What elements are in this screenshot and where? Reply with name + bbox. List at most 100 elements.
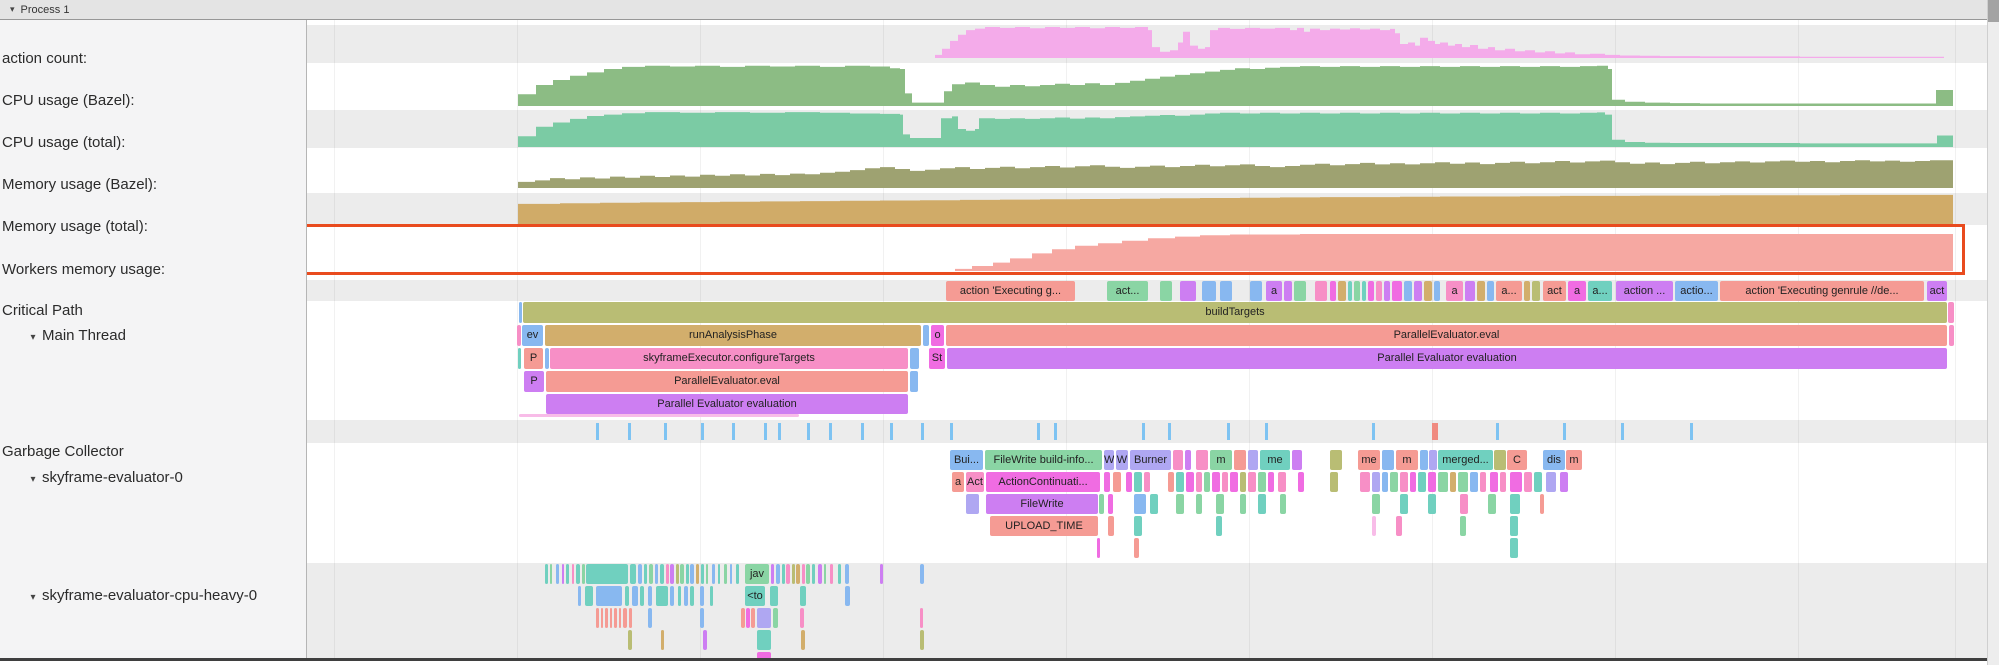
skyframe-evaluator-cpu-heavy-0-slice[interactable]	[782, 564, 785, 584]
skyframe-evaluator-0-slice[interactable]	[1240, 472, 1246, 492]
skyframe-evaluator-cpu-heavy-0-slice[interactable]	[746, 608, 750, 628]
main-thread-slice[interactable]: buildTargets	[523, 302, 1947, 323]
skyframe-evaluator-cpu-heavy-0-slice[interactable]	[550, 564, 552, 584]
skyframe-evaluator-cpu-heavy-0-slice[interactable]	[666, 564, 669, 584]
critical-path-slice[interactable]	[1487, 281, 1494, 301]
skyframe-evaluator-0-slice[interactable]	[1134, 516, 1142, 536]
skyframe-evaluator-cpu-heavy-0-slice[interactable]	[690, 564, 694, 584]
skyframe-evaluator-cpu-heavy-0-slice[interactable]	[576, 564, 580, 584]
skyframe-evaluator-cpu-heavy-0-slice[interactable]	[818, 564, 822, 584]
main-thread-slice[interactable]: P	[524, 371, 544, 392]
skyframe-evaluator-0-slice[interactable]	[1410, 472, 1416, 492]
critical-path-slice[interactable]	[1368, 281, 1374, 301]
skyframe-evaluator-0-slice[interactable]	[1222, 472, 1228, 492]
main-thread-slice[interactable]: ev	[522, 325, 543, 346]
skyframe-evaluator-0-slice[interactable]	[1099, 494, 1104, 514]
skyframe-evaluator-0-slice[interactable]	[1113, 472, 1121, 492]
main-thread-slice[interactable]	[910, 348, 919, 369]
skyframe-evaluator-0-slice[interactable]: me	[1260, 450, 1290, 470]
skyframe-evaluator-cpu-heavy-0-slice[interactable]	[632, 586, 638, 606]
main-thread-slice[interactable]: o	[931, 325, 944, 346]
skyframe-evaluator-0-slice[interactable]	[1458, 472, 1468, 492]
skyframe-evaluator-0-slice[interactable]: FileWrite	[986, 494, 1098, 514]
critical-path-slice[interactable]	[1348, 281, 1352, 301]
skyframe-evaluator-cpu-heavy-0-slice[interactable]	[585, 586, 593, 606]
critical-path-slice[interactable]	[1392, 281, 1402, 301]
main-thread-slice[interactable]: P	[524, 348, 543, 369]
skyframe-evaluator-0-slice[interactable]	[1196, 472, 1202, 492]
skyframe-evaluator-cpu-heavy-0-slice[interactable]	[670, 564, 674, 584]
critical-path-slice[interactable]	[1250, 281, 1262, 301]
skyframe-evaluator-0-slice[interactable]: me	[1358, 450, 1380, 470]
gc-tick[interactable]	[861, 423, 864, 440]
skyframe-evaluator-0-slice[interactable]	[1510, 494, 1520, 514]
gc-tick[interactable]	[921, 423, 924, 440]
gc-tick[interactable]	[596, 423, 599, 440]
skyframe-evaluator-0-slice[interactable]	[1240, 494, 1246, 514]
skyframe-evaluator-0-slice[interactable]	[1480, 472, 1486, 492]
skyframe-evaluator-cpu-heavy-0-slice[interactable]	[712, 564, 715, 584]
scrollbar-thumb[interactable]	[1988, 0, 1999, 22]
gc-tick[interactable]	[890, 423, 893, 440]
skyframe-evaluator-cpu-heavy-0-slice[interactable]	[556, 564, 559, 584]
skyframe-evaluator-cpu-heavy-0-slice[interactable]	[920, 608, 923, 628]
skyframe-evaluator-0-slice[interactable]	[1097, 538, 1100, 558]
critical-path-slice[interactable]: a	[1266, 281, 1282, 301]
skyframe-evaluator-cpu-heavy-0-slice[interactable]	[648, 586, 652, 606]
skyframe-evaluator-cpu-heavy-0-slice[interactable]	[792, 564, 795, 584]
skyframe-evaluator-cpu-heavy-0-slice[interactable]	[730, 564, 732, 584]
skyframe-evaluator-0-slice[interactable]	[1104, 472, 1110, 492]
skyframe-evaluator-cpu-heavy-0-slice[interactable]	[800, 608, 804, 628]
skyframe-evaluator-cpu-heavy-0-slice[interactable]	[830, 564, 833, 584]
gc-tick[interactable]	[778, 423, 781, 440]
gc-tick[interactable]	[1265, 423, 1268, 440]
skyframe-evaluator-cpu-heavy-0-slice[interactable]	[786, 564, 790, 584]
skyframe-evaluator-0-slice[interactable]	[1212, 472, 1220, 492]
counter-chart[interactable]	[0, 229, 1999, 271]
skyframe-evaluator-0-slice[interactable]	[1134, 538, 1139, 558]
skyframe-evaluator-0-slice[interactable]: UPLOAD_TIME	[990, 516, 1098, 536]
skyframe-evaluator-0-slice[interactable]	[1108, 516, 1114, 536]
gc-tick[interactable]	[701, 423, 704, 440]
skyframe-evaluator-0-slice[interactable]: m	[1566, 450, 1582, 470]
skyframe-evaluator-0-slice[interactable]: Burner	[1130, 450, 1171, 470]
skyframe-evaluator-cpu-heavy-0-slice[interactable]	[706, 564, 708, 584]
skyframe-evaluator-cpu-heavy-0-slice[interactable]	[801, 630, 805, 650]
skyframe-evaluator-cpu-heavy-0-slice[interactable]	[724, 564, 727, 584]
skyframe-evaluator-cpu-heavy-0-slice[interactable]	[701, 564, 704, 584]
skyframe-evaluator-0-slice[interactable]	[1494, 450, 1506, 470]
skyframe-evaluator-0-slice[interactable]	[1460, 494, 1468, 514]
skyframe-evaluator-cpu-heavy-0-slice[interactable]	[614, 608, 617, 628]
skyframe-evaluator-0-slice[interactable]	[1248, 472, 1256, 492]
critical-path-slice[interactable]	[1338, 281, 1346, 301]
skyframe-evaluator-0-slice[interactable]	[1185, 450, 1191, 470]
critical-path-slice[interactable]	[1160, 281, 1172, 301]
skyframe-evaluator-0-slice[interactable]	[1186, 472, 1194, 492]
skyframe-evaluator-0-slice[interactable]	[1490, 472, 1498, 492]
skyframe-evaluator-0-slice[interactable]	[1298, 472, 1304, 492]
skyframe-evaluator-0-slice[interactable]	[1360, 472, 1370, 492]
skyframe-evaluator-cpu-heavy-0-slice[interactable]	[640, 586, 644, 606]
counter-chart[interactable]	[0, 64, 1999, 106]
skyframe-evaluator-0-slice[interactable]	[1428, 494, 1436, 514]
skyframe-evaluator-0-slice[interactable]	[1470, 472, 1478, 492]
main-thread-slice[interactable]	[518, 348, 521, 369]
gc-tick[interactable]	[1496, 423, 1499, 440]
skyframe-evaluator-0-slice[interactable]	[1510, 472, 1522, 492]
critical-path-slice[interactable]: actio...	[1675, 281, 1718, 301]
skyframe-evaluator-0-slice[interactable]	[1546, 472, 1556, 492]
critical-path-slice[interactable]: action 'Executing g...	[946, 281, 1075, 301]
skyframe-evaluator-cpu-heavy-0-slice[interactable]	[628, 630, 632, 650]
skyframe-evaluator-0-slice[interactable]	[1108, 494, 1113, 514]
skyframe-evaluator-cpu-heavy-0-slice[interactable]	[812, 564, 815, 584]
critical-path-slice[interactable]	[1220, 281, 1232, 301]
gc-tick[interactable]	[1621, 423, 1624, 440]
skyframe-evaluator-cpu-heavy-0-slice[interactable]	[696, 564, 699, 584]
gc-tick[interactable]	[664, 423, 667, 440]
skyframe-evaluator-cpu-heavy-0-slice[interactable]	[649, 564, 653, 584]
skyframe-evaluator-0-slice[interactable]: a	[952, 472, 964, 492]
skyframe-evaluator-cpu-heavy-0-slice[interactable]	[771, 564, 774, 584]
critical-path-slice[interactable]: act...	[1107, 281, 1148, 301]
skyframe-evaluator-cpu-heavy-0-slice[interactable]	[751, 608, 755, 628]
main-thread-slice[interactable]: ParallelEvaluator.eval	[946, 325, 1947, 346]
